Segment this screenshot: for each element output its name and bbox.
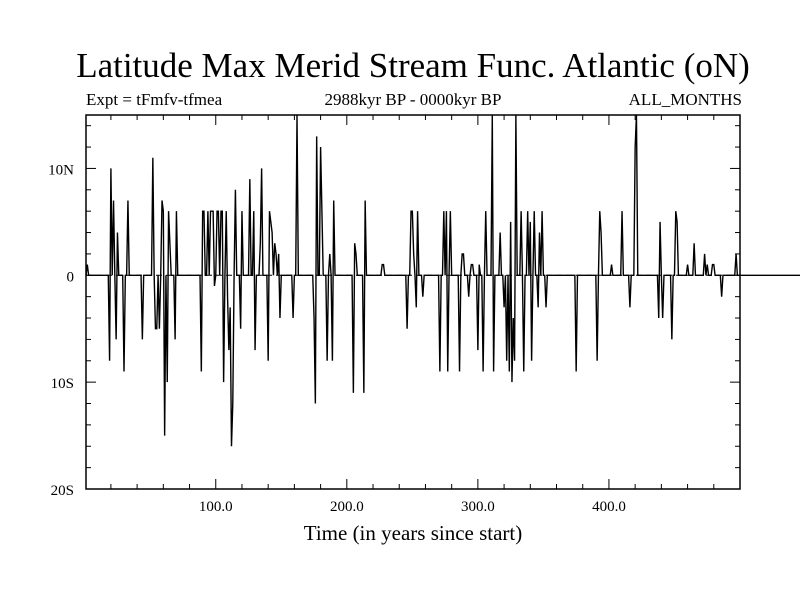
months-label: ALL_MONTHS <box>628 90 742 109</box>
x-axis-label: Time (in years since start) <box>303 521 523 545</box>
x-tick-label: 200.0 <box>330 499 364 515</box>
y-tick-label: 10N <box>48 162 74 178</box>
x-tick-label: 300.0 <box>461 499 495 515</box>
y-tick-label: 10S <box>51 376 74 392</box>
time-range-label: 2988kyr BP - 0000kyr BP <box>324 90 502 109</box>
experiment-label: Expt = tFmfv-tfmea <box>86 90 223 109</box>
axis-tick-labels: 100.0 200.0 300.0 400.0 10N 0 10S 20S <box>48 162 626 515</box>
axis-ticks <box>86 115 740 489</box>
plot-frame <box>85 114 741 490</box>
y-tick-label: 20S <box>51 483 74 499</box>
y-tick-label: 0 <box>67 269 75 285</box>
x-tick-label: 400.0 <box>592 499 626 515</box>
series-line <box>85 114 800 447</box>
chart-title: Latitude Max Merid Stream Func. Atlantic… <box>76 46 750 85</box>
x-tick-label: 100.0 <box>199 499 233 515</box>
